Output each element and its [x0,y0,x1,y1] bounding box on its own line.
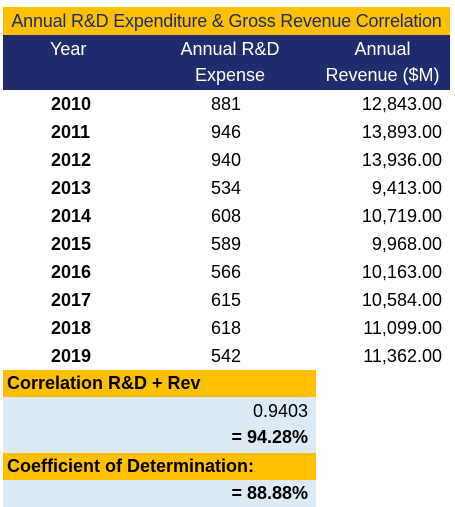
table-row: 2013 534 9,413.00 [3,174,450,202]
cell-year: 2011 [51,122,91,142]
cell-year: 2015 [51,234,92,254]
table-title: Annual R&D Expenditure & Gross Revenue C… [3,7,450,35]
header-rd-expense: Annual R&D Expense ($M) [143,36,317,111]
cell-rd: 946 [211,122,242,142]
cell-rd: 881 [211,94,242,114]
cell-revenue: 11,362.00 [363,346,442,366]
cell-year: 2017 [51,290,92,310]
cell-revenue: 13,936.00 [361,150,442,170]
cell-revenue: 10,584.00 [361,290,442,310]
cell-revenue: 9,413.00 [371,178,442,198]
table-row: 2019 542 11,362.00 [3,342,450,370]
cell-year: 2018 [51,318,92,338]
cell-rd: 534 [211,178,242,198]
correlation-percent: = 94.28% [231,427,308,447]
cell-year: 2013 [51,178,92,198]
cell-rd: 608 [211,206,242,226]
table-row: 2016 566 10,163.00 [3,258,450,286]
cell-revenue: 11,099.00 [363,318,442,338]
header-rd-line1: Annual R&D Expense [180,39,280,85]
determination-values: = 88.88% [3,480,316,507]
data-rows: 2010 881 12,843.00 2011 946 13,893.00 20… [3,90,450,370]
cell-rd: 618 [211,318,242,338]
cell-year: 2010 [51,94,92,114]
header-rev-line2: Revenue ($M) [325,65,440,85]
table-row: 2018 618 11,099.00 [3,314,450,342]
header-rev-line1: Annual [354,39,411,59]
table-row: 2010 881 12,843.00 [3,90,450,118]
cell-revenue: 12,843.00 [361,94,442,114]
table-row: 2011 946 13,893.00 [3,118,450,146]
table-row: 2012 940 13,936.00 [3,146,450,174]
cell-rd: 566 [211,262,242,282]
header-rd-line2: ($M) [211,91,249,111]
table-row: 2015 589 9,968.00 [3,230,450,258]
cell-revenue: 10,719.00 [361,206,442,226]
correlation-values: 0.9403 = 94.28% [3,397,316,453]
cell-rd: 615 [211,290,242,310]
table-header: Year Annual R&D Expense ($M) Annual Reve… [3,35,450,111]
cell-year: 2016 [51,262,92,282]
table-row: 2014 608 10,719.00 [3,202,450,230]
determination-percent: = 88.88% [231,483,308,503]
cell-rd: 542 [211,346,242,366]
cell-year: 2012 [51,150,92,170]
cell-year: 2014 [51,206,92,226]
determination-label: Coefficient of Determination: [3,453,316,480]
cell-revenue: 13,893.00 [361,122,442,142]
correlation-label: Correlation R&D + Rev [3,370,316,397]
cell-rd: 589 [211,234,242,254]
cell-rd: 940 [211,150,242,170]
correlation-value: 0.9403 [252,401,308,421]
header-revenue: Annual Revenue ($M) [321,36,444,91]
header-year: Year [50,39,87,59]
cell-revenue: 10,163.00 [361,262,442,282]
cell-revenue: 9,968.00 [371,234,442,254]
table-row: 2017 615 10,584.00 [3,286,450,314]
cell-year: 2019 [51,346,92,366]
